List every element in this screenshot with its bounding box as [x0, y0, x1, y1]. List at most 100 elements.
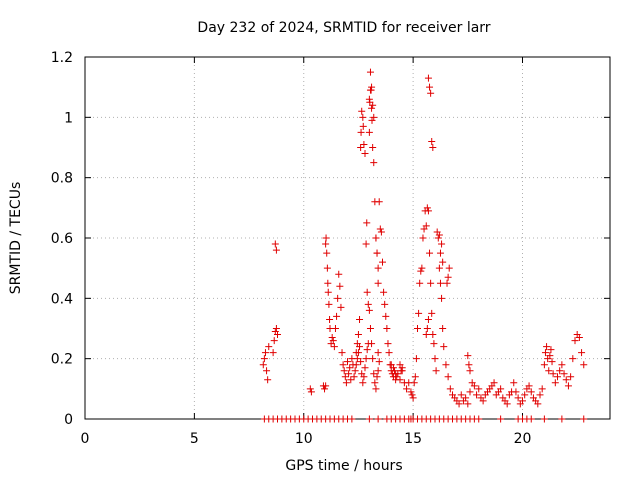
data-point: [382, 312, 390, 320]
data-point: [384, 340, 392, 348]
data-point: [564, 382, 572, 390]
x-axis-label: GPS time / hours: [285, 458, 402, 474]
x-tick-label: 10: [295, 431, 313, 447]
data-point: [362, 355, 370, 363]
data-point: [335, 270, 343, 278]
data-point: [371, 379, 379, 387]
data-point: [323, 264, 331, 272]
data-point: [473, 391, 481, 399]
data-point: [436, 279, 444, 287]
data-point: [462, 394, 470, 402]
data-point: [364, 300, 372, 308]
data-point: [575, 334, 583, 342]
data-point: [445, 264, 453, 272]
data-point: [435, 231, 443, 239]
data-point: [356, 315, 364, 323]
data-point: [444, 373, 452, 381]
data-point: [387, 361, 395, 369]
data-point: [434, 234, 442, 242]
data-point: [359, 113, 367, 121]
y-axis-label: SRMTID / TECUs: [8, 182, 24, 295]
data-point: [374, 264, 382, 272]
data-point: [410, 379, 418, 387]
data-point: [465, 361, 473, 369]
data-point: [558, 415, 566, 423]
data-point: [455, 400, 463, 408]
data-point: [366, 68, 374, 76]
data-point: [541, 349, 549, 357]
data-point: [549, 370, 557, 378]
data-point: [377, 228, 385, 236]
data-point: [380, 288, 388, 296]
data-point: [348, 415, 356, 423]
data-point: [578, 349, 586, 357]
data-point: [326, 315, 334, 323]
data-point: [365, 128, 373, 136]
data-point: [418, 264, 426, 272]
data-point: [372, 234, 380, 242]
data-point: [439, 258, 447, 266]
data-point: [350, 373, 358, 381]
data-point: [270, 337, 278, 345]
data-point: [443, 279, 451, 287]
chart-title: Day 232 of 2024, SRMTID for receiver lar…: [197, 20, 490, 36]
data-point: [329, 337, 337, 345]
data-point: [362, 240, 370, 248]
data-point: [272, 325, 280, 332]
data-point: [560, 370, 568, 378]
data-point: [435, 264, 443, 272]
data-point: [398, 364, 406, 372]
data-point: [545, 367, 553, 375]
data-point: [430, 340, 438, 348]
data-point: [383, 325, 391, 332]
data-point: [470, 382, 478, 390]
data-point: [369, 355, 377, 363]
data-point: [414, 325, 421, 332]
data-point: [431, 355, 439, 363]
data-point: [361, 364, 369, 372]
data-point: [365, 306, 373, 314]
data-point: [442, 361, 450, 369]
data-point: [346, 364, 354, 372]
data-point: [497, 385, 505, 393]
data-point: [548, 358, 556, 366]
data-point: [324, 279, 332, 287]
data-point: [388, 370, 396, 378]
data-point: [475, 385, 483, 393]
data-points: [259, 68, 588, 423]
data-point: [372, 385, 380, 393]
data-point: [432, 367, 440, 375]
data-point: [365, 415, 373, 423]
data-point: [424, 207, 432, 215]
data-point: [271, 240, 279, 248]
data-point: [328, 334, 336, 342]
data-point: [375, 358, 383, 366]
data-point: [422, 222, 430, 230]
data-point: [546, 352, 554, 360]
data-point: [374, 279, 382, 287]
data-point: [466, 388, 474, 396]
y-tick-label: 1: [64, 110, 73, 126]
data-point: [538, 385, 546, 393]
data-point: [357, 358, 365, 366]
data-point: [547, 346, 555, 354]
data-point: [331, 325, 339, 332]
data-point: [373, 373, 381, 381]
data-point: [567, 373, 575, 381]
gridlines: [85, 57, 610, 419]
data-point: [368, 104, 376, 112]
data-point: [536, 391, 544, 399]
data-point: [345, 370, 353, 378]
data-point: [543, 343, 551, 351]
data-point: [540, 415, 548, 423]
data-point: [475, 415, 483, 423]
x-tick-label: 0: [81, 431, 90, 447]
data-point: [374, 367, 382, 375]
data-point: [551, 379, 559, 387]
data-point: [334, 294, 342, 302]
data-point: [571, 337, 579, 345]
data-point: [403, 385, 411, 393]
data-point: [347, 376, 355, 384]
data-point: [363, 288, 371, 296]
